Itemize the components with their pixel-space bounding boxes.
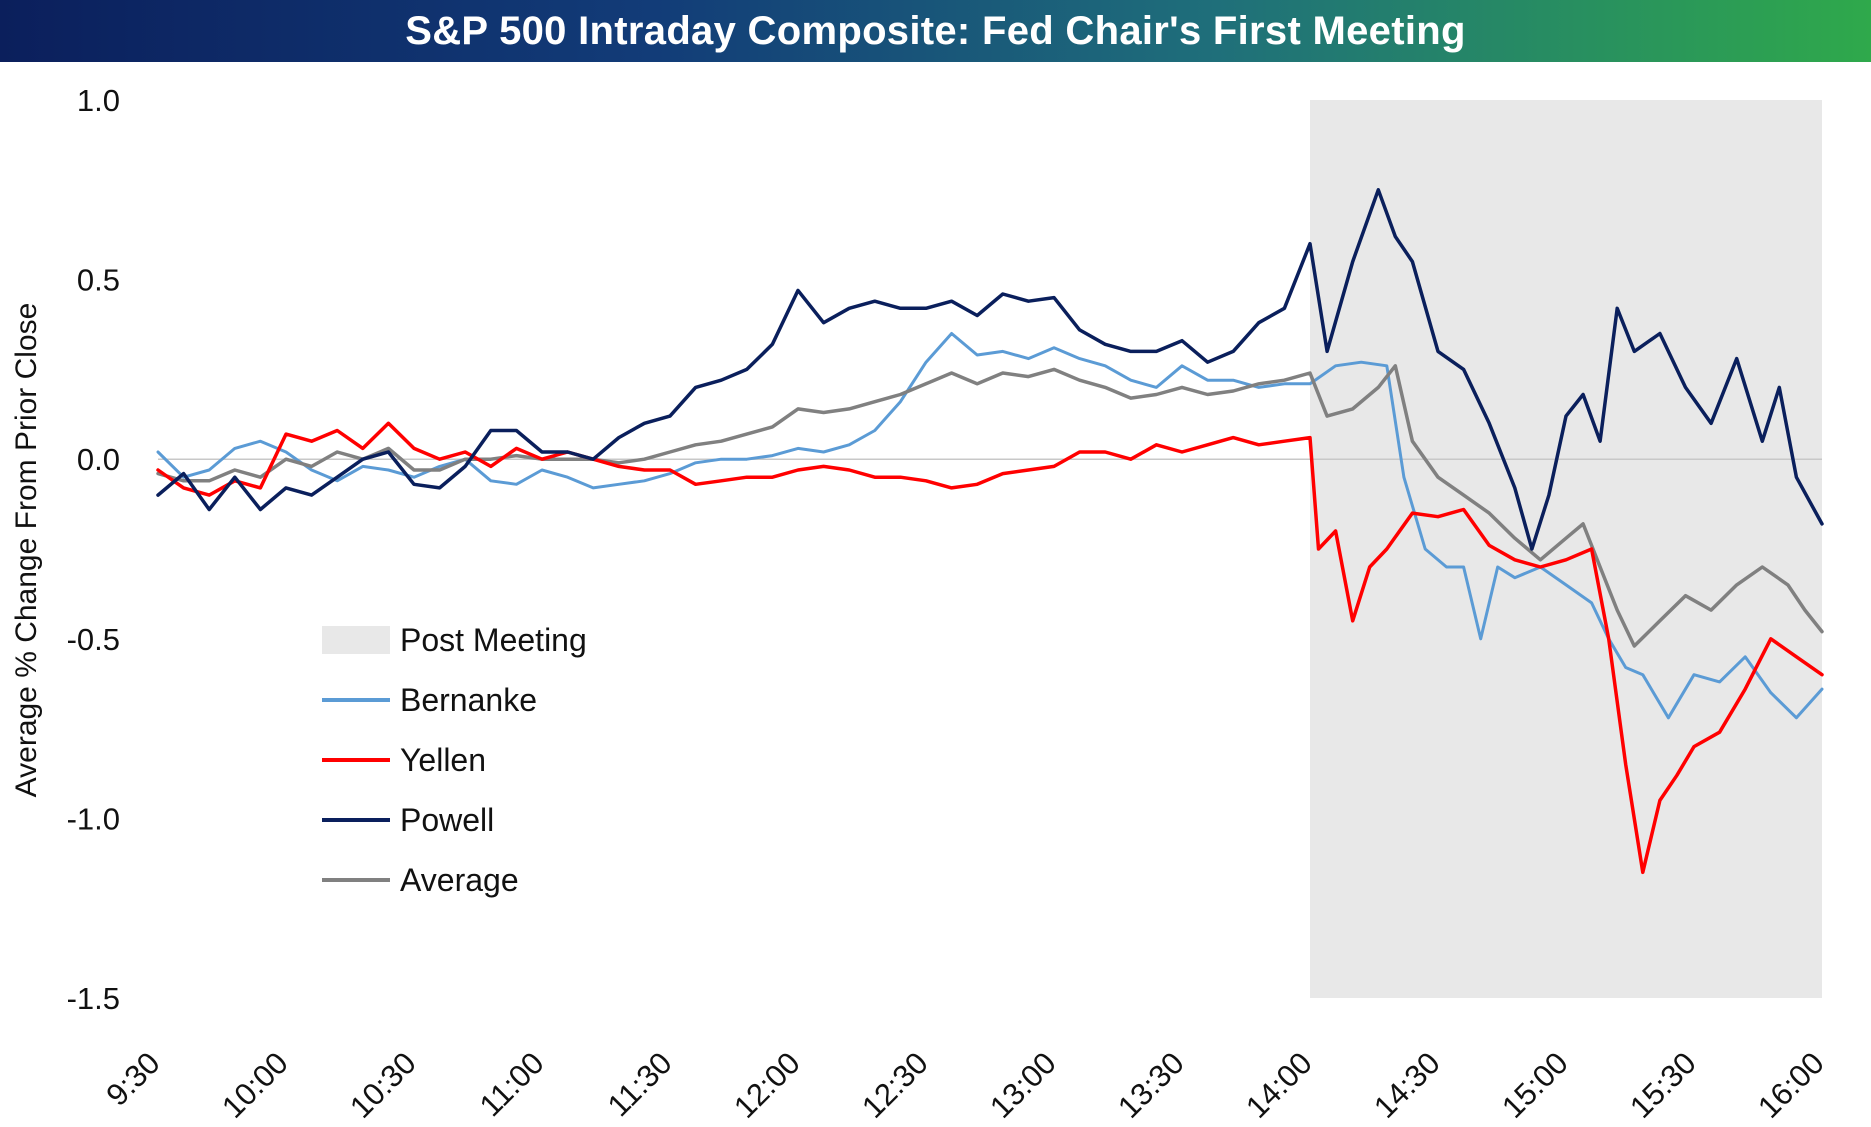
x-tick-label: 13:30 bbox=[1111, 1045, 1191, 1125]
x-tick-label: 11:00 bbox=[473, 1045, 551, 1123]
y-tick-label: 0.5 bbox=[77, 263, 120, 298]
y-tick-label: -0.5 bbox=[67, 622, 120, 657]
y-tick-label: -1.0 bbox=[67, 801, 120, 836]
legend-label-powell: Powell bbox=[400, 802, 494, 838]
x-tick-label: 16:00 bbox=[1751, 1045, 1831, 1125]
x-tick-label: 15:00 bbox=[1495, 1045, 1575, 1125]
y-tick-label: 1.0 bbox=[77, 83, 120, 118]
legend-swatch-post-meeting bbox=[322, 626, 390, 654]
series-line-bernanke bbox=[156, 332, 1824, 720]
x-tick-label: 9:30 bbox=[99, 1045, 166, 1112]
legend-label-average: Average bbox=[400, 862, 519, 898]
title-bar: S&P 500 Intraday Composite: Fed Chair's … bbox=[0, 0, 1871, 62]
y-axis-label: Average % Change From Prior Close bbox=[10, 303, 43, 798]
x-tick-label: 15:30 bbox=[1623, 1045, 1703, 1125]
x-tick-label: 10:30 bbox=[343, 1045, 423, 1125]
series-line-average bbox=[156, 364, 1824, 648]
post-meeting-region bbox=[1310, 100, 1822, 998]
x-tick-label: 13:00 bbox=[983, 1045, 1063, 1125]
legend-label-post-meeting: Post Meeting bbox=[400, 622, 587, 658]
series-line-powell bbox=[156, 188, 1824, 551]
legend-label-bernanke: Bernanke bbox=[400, 682, 537, 718]
legend-label-yellen: Yellen bbox=[400, 742, 486, 778]
x-tick-label: 10:00 bbox=[215, 1045, 295, 1125]
chart-title: S&P 500 Intraday Composite: Fed Chair's … bbox=[405, 8, 1466, 53]
x-tick-label: 14:00 bbox=[1239, 1045, 1319, 1125]
x-tick-label: 12:00 bbox=[727, 1045, 807, 1125]
x-tick-label: 11:30 bbox=[601, 1045, 679, 1123]
x-tick-label: 12:30 bbox=[855, 1045, 935, 1125]
y-tick-label: -1.5 bbox=[67, 981, 120, 1016]
series-line-yellen bbox=[156, 421, 1824, 875]
x-tick-label: 14:30 bbox=[1367, 1045, 1447, 1125]
y-tick-label: 0.0 bbox=[77, 442, 120, 477]
